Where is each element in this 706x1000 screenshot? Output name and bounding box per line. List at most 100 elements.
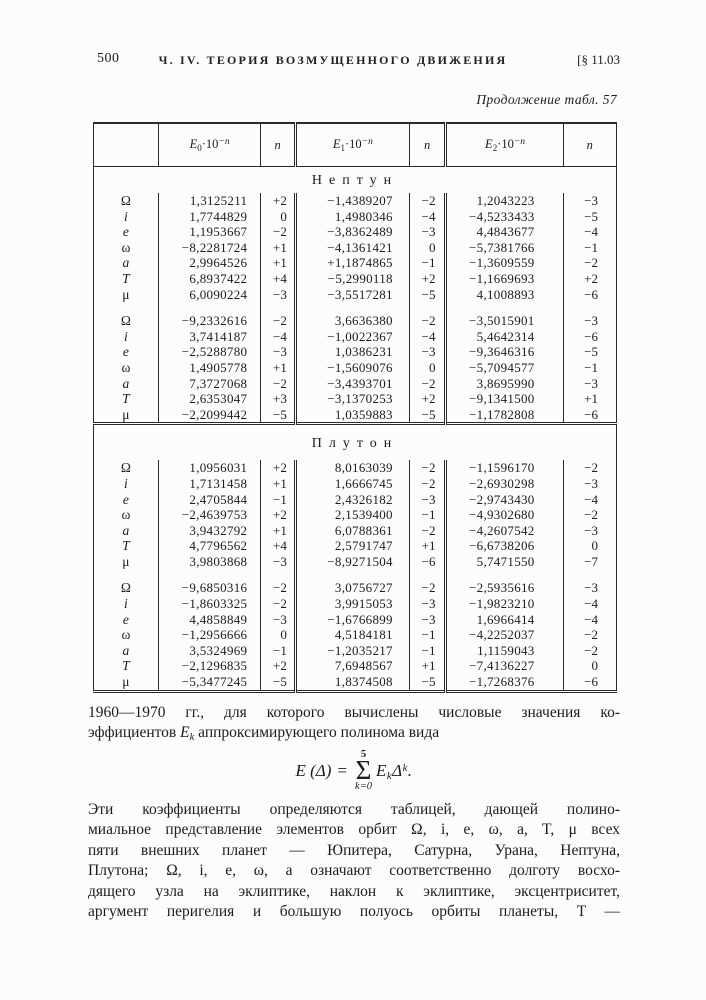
exponent-value: −3 xyxy=(584,580,598,596)
coefficient-value: 2,4705844 xyxy=(158,491,262,508)
exponent-value: −3 xyxy=(584,313,598,329)
exponent-value: −3 xyxy=(584,375,598,391)
table-row: Ω 1,3125211 +2 −1,4389207 −2 1,2043223 −3 xyxy=(93,193,617,209)
coefficient-value: −7,4136227 xyxy=(445,658,564,675)
exponent-value: −6 xyxy=(584,328,598,344)
exponent-value: −4 xyxy=(409,208,448,225)
coefficient-value: −1,2035217 xyxy=(295,642,410,659)
exponent-value: 0 xyxy=(409,359,448,376)
exponent-value: −6 xyxy=(584,286,598,302)
coefficient-value: −2,5935616 xyxy=(445,580,564,597)
exponent-value: +1 xyxy=(260,475,297,492)
exponent-value: 0 xyxy=(591,658,599,674)
exponent-value: −2 xyxy=(260,580,297,597)
element-label: e xyxy=(93,224,159,240)
para2-line: пяти внешних планет — Юпитера, Сатурна, … xyxy=(88,841,620,859)
table-row: μ −2,2099442 −5 1,0359883 −5 −1,1782808 −6 xyxy=(93,406,617,424)
exponent-value: −7 xyxy=(584,553,598,569)
element-label: T xyxy=(93,391,159,407)
element-label: T xyxy=(93,270,159,287)
para1-line2: эффициентов Ek аппроксимирующего полином… xyxy=(88,724,440,744)
exponent-value: −4 xyxy=(584,224,598,240)
element-label: i xyxy=(93,475,159,492)
running-title: Ч. IV. ТЕОРИЯ ВОЗМУЩЕННОГО ДВИЖЕНИЯ xyxy=(158,53,508,67)
coefficient-value: −1,9823210 xyxy=(445,596,564,612)
table-row: e −2,5288780 −3 1,0386231 −3 −9,3646316 −5 xyxy=(93,344,617,360)
element-label: ω xyxy=(93,359,159,376)
coefficient-value: −3,8362489 xyxy=(295,224,410,240)
table-caption: Продолжение табл. 57 xyxy=(476,92,617,107)
col-header-e2: E2·10−n xyxy=(445,123,564,167)
exponent-value: −2 xyxy=(584,460,598,476)
element-label: ω xyxy=(93,239,159,256)
table-row: i 1,7131458 +1 1,6666745 −2 −2,6930298 −3 xyxy=(93,475,617,492)
exponent-value: +4 xyxy=(260,538,297,554)
element-label: e xyxy=(93,344,159,360)
exponent-value: 0 xyxy=(591,538,599,554)
exponent-value: −1 xyxy=(260,642,297,659)
exponent-value: −3 xyxy=(260,553,297,570)
exponent-value: −3 xyxy=(409,611,448,628)
coefficient-value: 5,7471550 xyxy=(445,553,564,570)
exponent-value: −3 xyxy=(409,491,448,508)
element-label: e xyxy=(93,491,159,508)
exponent-value: −5 xyxy=(260,406,297,424)
element-label: μ xyxy=(93,406,159,424)
exponent-value: +1 xyxy=(260,239,297,256)
coefficient-value: 3,9432792 xyxy=(158,522,262,539)
coefficient-value: −8,2281724 xyxy=(158,239,262,256)
exponent-value: −2 xyxy=(409,475,448,492)
coefficient-value: 1,6966414 xyxy=(445,611,564,628)
table-row: Ω −9,6850316 −2 3,0756727 −2 −2,5935616 −3 xyxy=(93,580,617,597)
col-header-e0: E0·10−n xyxy=(158,123,262,167)
exponent-value: +2 xyxy=(584,270,598,286)
coefficient-value: −1,8603325 xyxy=(158,596,262,612)
exponent-value: −4 xyxy=(409,328,448,345)
col-header-n1: n xyxy=(409,123,448,167)
table-row: i −1,8603325 −2 3,9915053 −3 −1,9823210 −4 xyxy=(93,596,617,612)
exponent-value: −1 xyxy=(260,491,297,508)
exponent-value: 0 xyxy=(260,627,297,643)
element-label: i xyxy=(93,208,159,225)
block-separator-row xyxy=(93,569,617,581)
coefficient-value: 1,1159043 xyxy=(445,642,564,659)
sigma-glyph: Σ xyxy=(355,755,372,785)
exponent-value: −6 xyxy=(584,674,598,690)
coefficient-value: 1,4980346 xyxy=(295,208,410,225)
coefficient-value: −1,6766899 xyxy=(295,611,410,628)
element-label: Ω xyxy=(93,580,159,597)
coefficient-value: 6,0090224 xyxy=(158,286,262,303)
exponent-value: −2 xyxy=(260,313,297,329)
section-reference: [§ 11.03 xyxy=(577,52,620,67)
coefficient-value: 1,4905778 xyxy=(158,359,262,376)
element-label: μ xyxy=(93,286,159,303)
element-label: a xyxy=(93,642,159,659)
coefficient-value: −9,2332616 xyxy=(158,313,262,329)
equals-sign: = xyxy=(337,761,348,780)
element-label: T xyxy=(93,538,159,554)
table-row: μ −5,3477245 −5 1,8374508 −5 −1,7268376 −6 xyxy=(93,674,617,692)
table-header-row: E0·10−n n E1·10−n n E2·10−n n xyxy=(93,123,617,167)
element-label: Ω xyxy=(93,193,159,209)
paragraph-1: 1960—1970 гг., для которого вычислены чи… xyxy=(88,703,620,749)
para1-line1: 1960—1970 гг., для которого вычислены чи… xyxy=(88,704,620,721)
coefficient-value: 3,8695990 xyxy=(445,375,564,392)
planet-heading-row: Плутон xyxy=(93,422,617,461)
table-row: T 4,7796562 +4 2,5791747 +1 −6,6738206 0 xyxy=(93,538,617,554)
coefficient-value: −5,2990118 xyxy=(295,270,410,287)
exponent-value: −1 xyxy=(409,642,448,659)
exponent-value: −2 xyxy=(409,193,448,209)
exponent-value: −2 xyxy=(584,627,598,643)
exponent-value: −5 xyxy=(260,674,297,692)
summation-symbol: 5 Σ k=0 xyxy=(355,749,372,793)
element-label: Ω xyxy=(93,313,159,329)
table-row: μ 6,0090224 −3 −3,5517281 −5 4,1008893 −6 xyxy=(93,286,617,303)
coefficient-value: 4,4858849 xyxy=(158,611,262,628)
exponent-value: +1 xyxy=(409,658,448,675)
element-label: i xyxy=(93,596,159,612)
table-row: a 2,9964526 +1 +1,1874865 −1 −1,3609559 −2 xyxy=(93,255,617,271)
table-row: e 4,4858849 −3 −1,6766899 −3 1,6966414 −4 xyxy=(93,611,617,628)
page-number: 500 xyxy=(97,51,120,66)
exponent-value: −2 xyxy=(584,255,598,271)
planet-name: Плутон xyxy=(93,422,617,461)
